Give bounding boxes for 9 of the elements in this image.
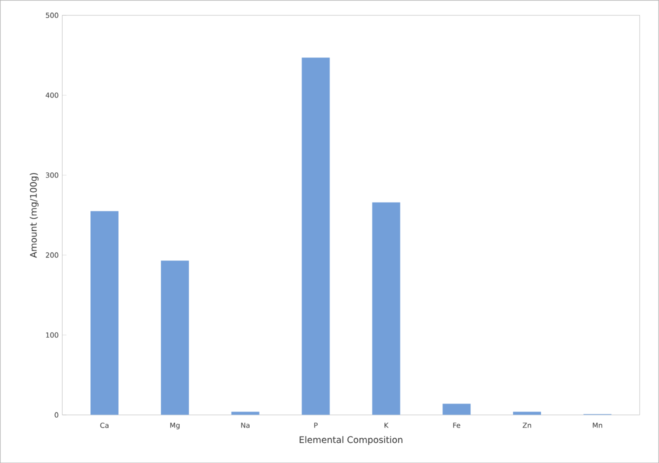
bar [160,260,189,415]
bar [302,58,330,415]
bar [231,412,260,415]
bar [442,404,471,415]
y-axis-title: Amount (mg/100g) [30,173,39,258]
bar [90,211,118,415]
x-axis-title: Elemental Composition [300,436,402,445]
bar [513,412,542,415]
bar [372,202,400,415]
